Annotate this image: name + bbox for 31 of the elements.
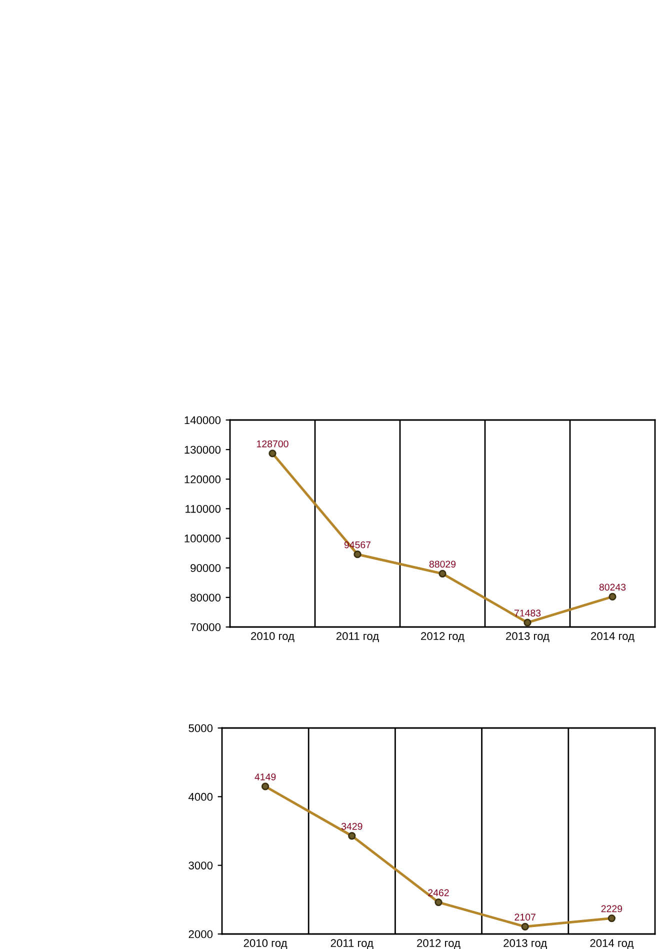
y-tick-label: 100000: [184, 534, 221, 542]
y-tick-label: 80000: [190, 594, 221, 602]
data-label: 80243: [599, 584, 626, 591]
y-tick-label: 2000: [188, 930, 213, 938]
y-tick-label: 110000: [186, 504, 221, 513]
x-tick-label: 2013 год: [504, 939, 547, 949]
data-label: 2229: [601, 905, 622, 912]
data-label: 2462: [428, 889, 449, 896]
x-tick-label: 2012 год: [421, 632, 464, 642]
y-tick-label: 4000: [188, 792, 213, 801]
x-tick-label: 2010 год: [251, 632, 294, 642]
x-tick-label: 2011 год: [330, 939, 374, 949]
data-label: 71483: [514, 610, 541, 617]
y-tick-label: 5000: [188, 724, 213, 732]
y-tick-label: 90000: [190, 564, 221, 572]
data-label: 2107: [514, 914, 536, 921]
data-label: 3429: [341, 822, 362, 830]
x-tick-label: 2011 год: [336, 632, 379, 642]
y-tick-label: 70000: [190, 623, 221, 632]
data-label: 88029: [429, 560, 456, 568]
y-tick-label: 130000: [184, 446, 221, 454]
data-label: 4149: [254, 773, 276, 780]
y-tick-label: 120000: [184, 475, 221, 484]
x-tick-label: 2014 год: [590, 939, 634, 949]
x-tick-label: 2012 год: [417, 939, 460, 949]
y-tick-label: 140000: [184, 416, 221, 424]
x-tick-label: 2013 год: [506, 632, 550, 642]
y-tick-label: 3000: [188, 862, 213, 870]
data-label: 128700: [257, 440, 288, 448]
x-tick-label: 2014 год: [591, 632, 634, 642]
x-tick-label: 2010 год: [244, 939, 288, 949]
